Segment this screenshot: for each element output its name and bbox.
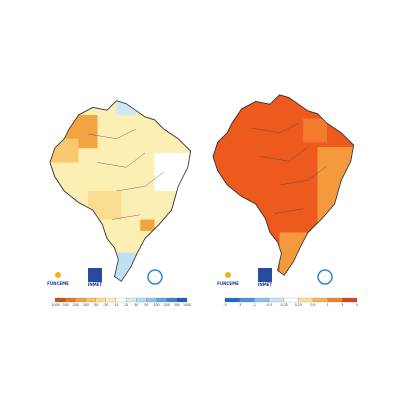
right-map: [212, 94, 355, 276]
colorbar-label: -50: [93, 303, 98, 307]
colorbar-label: -0.5: [266, 303, 272, 307]
colorbar-label: 100: [153, 303, 159, 307]
colorbar-label: 200: [164, 303, 170, 307]
colorbar-label: 300: [174, 303, 180, 307]
colorbar-segment: [125, 297, 137, 303]
colorbar-segment: [224, 297, 240, 303]
colorbar-label: -200: [72, 303, 79, 307]
colorbar-segment: [95, 297, 106, 303]
colorbar-segment: [239, 297, 255, 303]
colorbar-label: 15: [124, 303, 128, 307]
colorbar-label: 30: [134, 303, 138, 307]
colorbar-label: 5: [356, 303, 358, 307]
colorbar-label: 0.25: [295, 303, 302, 307]
logo-box: [88, 268, 102, 282]
colorbar-segment: [254, 297, 270, 303]
colorbar-segment: [115, 297, 127, 303]
colorbar-segment: [283, 297, 299, 303]
colorbar-segment: [136, 297, 147, 303]
colorbar-label: -0.25: [280, 303, 288, 307]
logo-text: FUNCEME: [47, 281, 69, 286]
logo-box: [258, 268, 272, 282]
colorbar-segment: [298, 297, 314, 303]
colorbar-label: 50: [144, 303, 148, 307]
colorbar-segment: [342, 297, 358, 303]
colorbar-segment: [156, 297, 167, 303]
colorbar-segment: [75, 297, 86, 303]
colorbar-label: -300: [62, 303, 69, 307]
colorbar-label: 1: [327, 303, 329, 307]
left-map: [49, 100, 192, 282]
logo-wave: [317, 269, 333, 285]
colorbar-label: -5: [223, 303, 226, 307]
colorbar-label: 0.5: [310, 303, 315, 307]
colorbar-segment: [85, 297, 96, 303]
colorbar-segment: [54, 297, 66, 303]
logo-text: INMET: [258, 282, 273, 287]
colorbar-label: 1000: [183, 303, 191, 307]
colorbar-label: 3: [341, 303, 343, 307]
colorbar-label: -15: [113, 303, 118, 307]
colorbar-segment: [312, 297, 328, 303]
colorbar-segment: [176, 297, 188, 303]
colorbar-segment: [65, 297, 76, 303]
colorbar-label: -1000: [50, 303, 59, 307]
colorbar-label: -100: [82, 303, 89, 307]
logo-wave: [147, 269, 163, 285]
colorbar-segment: [146, 297, 157, 303]
colorbar-label: -1: [253, 303, 256, 307]
colorbar-segment: [268, 297, 284, 303]
logo-sun: [225, 272, 231, 278]
logo-sun: [55, 272, 61, 278]
colorbar-label: -30: [103, 303, 108, 307]
colorbar-label: -3: [238, 303, 241, 307]
colorbar-segment: [166, 297, 177, 303]
logo-text: INMET: [88, 282, 103, 287]
colorbar-segment: [105, 297, 117, 303]
colorbar-segment: [327, 297, 343, 303]
logo-text: FUNCEME: [217, 281, 239, 286]
